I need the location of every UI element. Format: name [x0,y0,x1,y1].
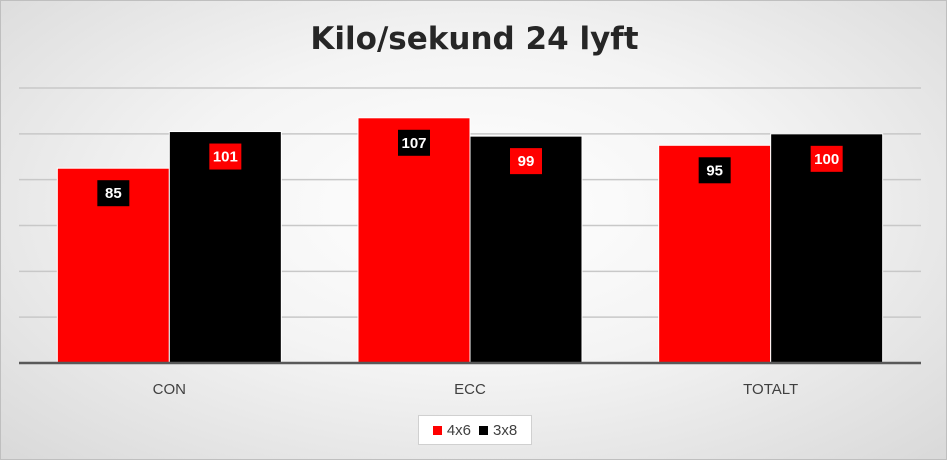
legend-item-4x6: 4x6 [432,421,471,439]
data-label-box-3x8-ecc [510,148,542,175]
data-label-4x6-totalt: 95 [706,162,723,179]
data-label-3x8-totalt: 100 [814,151,839,168]
legend-swatch-3x8 [479,425,488,435]
bar-4x6-ecc [357,117,471,364]
legend-item-3x8: 3x8 [479,422,517,439]
bar-3x8-totalt [770,133,884,364]
data-label-4x6-ecc: 107 [401,135,426,152]
bar-3x8-con [168,131,282,364]
data-label-3x8-ecc: 99 [518,153,535,170]
legend-label-4x6: 4x6 [446,421,471,439]
data-label-3x8-con: 101 [213,149,238,166]
data-label-box-4x6-con [97,180,130,207]
legend-label-3x8: 3x8 [493,421,518,439]
legend-swatch-4x6 [432,425,442,435]
data-label-box-3x8-totalt [810,145,843,172]
data-label-4x6-con: 85 [105,185,122,202]
data-label-box-4x6-ecc [398,129,430,156]
data-label-box-3x8-con [209,143,242,170]
legend: 4x6 3x8 [418,415,532,445]
chart-title: Kilo/sekund 24 lyft [310,21,639,57]
x-tick-label-ecc: ECC [454,381,486,398]
x-tick-label-con: CON [153,381,186,398]
data-label-box-4x6-totalt [698,157,731,184]
x-tick-label-totalt: TOTALT [743,381,798,398]
